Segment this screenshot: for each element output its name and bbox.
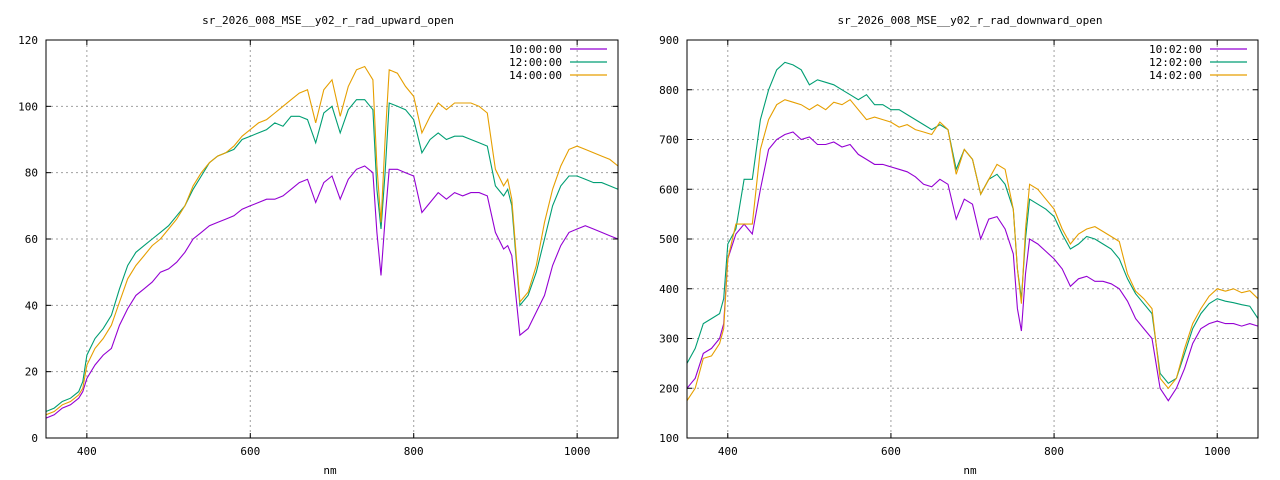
grid bbox=[687, 40, 1258, 438]
y-tick-label: 40 bbox=[25, 299, 38, 312]
y-tick-label: 100 bbox=[18, 100, 38, 113]
legend-label: 10:00:00 bbox=[509, 43, 562, 56]
x-tick-label: 800 bbox=[1044, 445, 1064, 458]
x-tick-label: 1000 bbox=[1204, 445, 1231, 458]
chart-title: sr_2026_008_MSE__y02_r_rad_upward_open bbox=[202, 14, 454, 27]
y-tick-label: 400 bbox=[659, 283, 679, 296]
series-line-3 bbox=[45, 65, 619, 416]
chart-upward: sr_2026_008_MSE__y02_r_rad_upward_open 4… bbox=[18, 14, 619, 477]
tick-labels: 400 600 800 1000 0 20 40 60 80 100 120 bbox=[18, 34, 618, 458]
chart-downward: sr_2026_008_MSE__y02_r_rad_downward_open… bbox=[659, 14, 1259, 477]
series-group bbox=[45, 65, 619, 419]
y-tick-label: 300 bbox=[659, 333, 679, 346]
legend-label: 14:00:00 bbox=[509, 69, 562, 82]
y-tick-label: 200 bbox=[659, 382, 679, 395]
y-tick-label: 80 bbox=[25, 167, 38, 180]
legend-label: 14:02:00 bbox=[1149, 69, 1202, 82]
legend-label: 12:02:00 bbox=[1149, 56, 1202, 69]
series-group bbox=[686, 61, 1259, 402]
y-tick-label: 900 bbox=[659, 34, 679, 47]
legend-label: 12:00:00 bbox=[509, 56, 562, 69]
x-axis-label: nm bbox=[963, 464, 977, 477]
x-tick-label: 400 bbox=[77, 445, 97, 458]
y-tick-label: 600 bbox=[659, 183, 679, 196]
x-tick-label: 600 bbox=[881, 445, 901, 458]
series-line-2 bbox=[45, 99, 619, 413]
y-tick-label: 20 bbox=[25, 366, 38, 379]
y-tick-label: 120 bbox=[18, 34, 38, 47]
x-tick-label: 600 bbox=[240, 445, 260, 458]
x-axis-label: nm bbox=[323, 464, 337, 477]
y-tick-label: 0 bbox=[31, 432, 38, 445]
series-line-1 bbox=[45, 165, 619, 419]
tick-labels: 400 600 800 1000 100 200 300 400 500 600 700 800 900 bbox=[659, 34, 1258, 458]
legend-label: 10:02:00 bbox=[1149, 43, 1202, 56]
y-tick-label: 500 bbox=[659, 233, 679, 246]
series-line-2 bbox=[686, 61, 1259, 385]
series-line-3 bbox=[686, 98, 1259, 402]
y-tick-label: 800 bbox=[659, 84, 679, 97]
y-tick-label: 60 bbox=[25, 233, 38, 246]
x-tick-label: 400 bbox=[718, 445, 738, 458]
y-tick-label: 100 bbox=[659, 432, 679, 445]
y-tick-label: 700 bbox=[659, 134, 679, 147]
grid bbox=[46, 40, 618, 438]
x-tick-label: 800 bbox=[404, 445, 424, 458]
x-tick-label: 1000 bbox=[564, 445, 591, 458]
series-line-1 bbox=[686, 131, 1259, 402]
chart-title: sr_2026_008_MSE__y02_r_rad_downward_open bbox=[838, 14, 1103, 27]
